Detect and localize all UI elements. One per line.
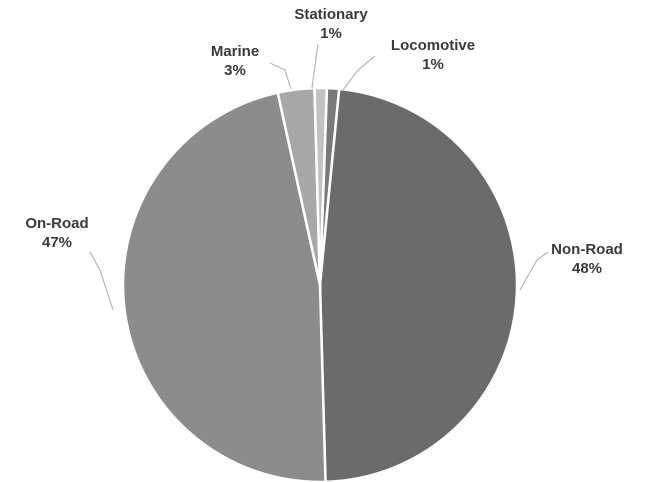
pie-slice-stationary	[313, 86, 329, 286]
slice-label-on-road: On-Road	[25, 215, 88, 232]
slice-value-marine: 3%	[224, 62, 246, 79]
slice-label-locomotive: Locomotive	[391, 37, 475, 54]
slice-label-non-road: Non-Road	[551, 241, 623, 258]
slice-label-marine: Marine	[211, 43, 259, 60]
pie-slice-non-road	[318, 87, 519, 482]
slice-label-stationary: Stationary	[294, 6, 368, 23]
leader-line-marine	[269, 62, 292, 90]
pie-slice-on-road	[121, 91, 327, 482]
leader-line-stationary	[311, 43, 319, 89]
slice-value-on-road: 47%	[42, 234, 72, 251]
leader-line-non-road	[519, 251, 549, 291]
slice-value-stationary: 1%	[320, 25, 342, 42]
slice-labels: Locomotive 1% Non-Road 48% On-Road 47% Marine 3…	[25, 6, 622, 277]
leader-lines	[89, 43, 549, 311]
slice-value-locomotive: 1%	[422, 56, 444, 73]
pie-slices	[121, 86, 519, 482]
slice-value-non-road: 48%	[572, 260, 602, 277]
leader-line-locomotive	[342, 55, 376, 91]
leader-line-on-road	[89, 251, 114, 311]
